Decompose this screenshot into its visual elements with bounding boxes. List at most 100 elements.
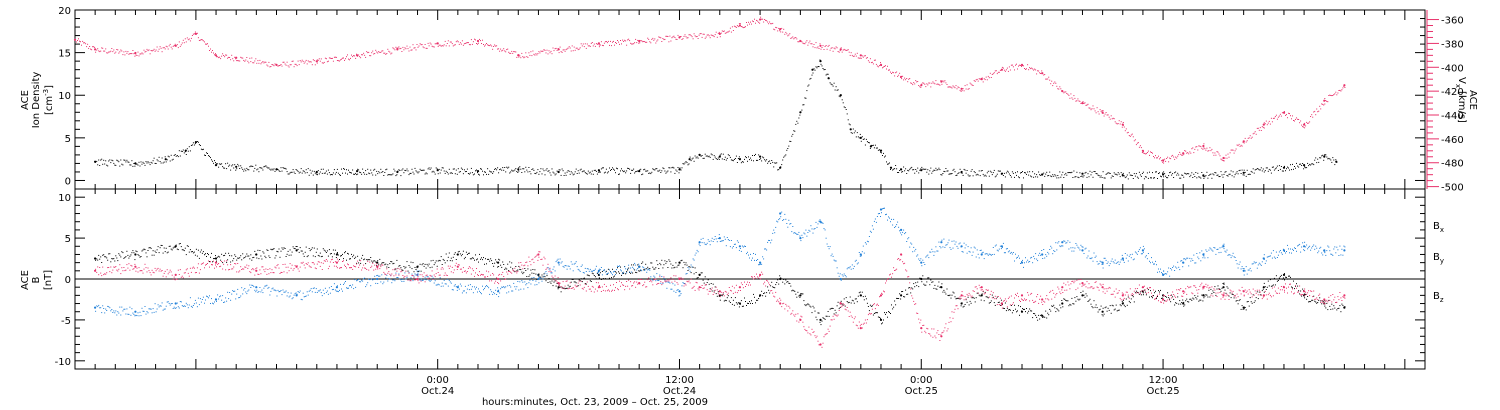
velocity-vx-series-sample — [844, 49, 846, 51]
velocity-vx-series-sample — [1315, 114, 1317, 116]
by-series-sample — [275, 290, 277, 292]
bx-series-sample — [913, 283, 915, 285]
velocity-vx-series-sample — [665, 35, 667, 37]
bx-series-sample — [440, 256, 442, 258]
bx-series-sample — [538, 275, 540, 277]
bx-series-sample — [150, 247, 152, 249]
velocity-vx-series-sample — [593, 43, 595, 45]
by-series-sample — [352, 284, 354, 286]
bx-series-sample — [842, 304, 844, 306]
by-series-sample — [914, 250, 916, 252]
ion-density-series-sample — [411, 168, 413, 170]
ion-density-series-sample — [321, 172, 323, 174]
velocity-vx-series-sample — [272, 64, 274, 66]
ion-density-series-sample — [1020, 172, 1021, 174]
ion-density-series-sample — [785, 154, 787, 156]
ion-density-series-sample — [951, 173, 953, 174]
bx-series-sample — [530, 269, 532, 271]
by-series-sample — [748, 254, 749, 256]
velocity-vx-series-sample — [979, 78, 981, 80]
ion-density-series-sample — [1095, 173, 1097, 174]
velocity-vx-series-sample — [1001, 66, 1003, 68]
by-series-point — [678, 290, 681, 293]
bx-series-sample — [99, 258, 101, 260]
velocity-vx-series-sample — [960, 90, 962, 92]
ion-density-series-sample — [213, 162, 214, 164]
bx-series-sample — [1030, 310, 1032, 312]
bx-series-point — [376, 261, 379, 264]
by-series-sample — [831, 253, 833, 255]
ion-density-series-sample — [230, 169, 232, 171]
bx-series-sample — [1135, 290, 1137, 292]
ion-density-series-sample — [394, 170, 396, 172]
by-series-sample — [805, 229, 807, 231]
velocity-vx-series-sample — [571, 45, 573, 47]
by-series-sample — [387, 280, 389, 282]
ion-density-series-sample — [1216, 174, 1218, 176]
velocity-vx-series-sample — [1021, 65, 1022, 67]
bx-series-sample — [535, 273, 537, 275]
ion-density-series-sample — [309, 169, 311, 171]
bx-series-sample — [1104, 307, 1106, 309]
ion-density-series-sample — [337, 172, 339, 174]
ion-density-series-sample — [350, 172, 351, 174]
bx-series-sample — [578, 279, 580, 281]
ion-density-series-sample — [1015, 172, 1016, 174]
by-series-sample — [357, 279, 359, 281]
bx-series-sample — [210, 256, 211, 258]
velocity-vx-series-sample — [904, 77, 906, 79]
bx-series-sample — [824, 318, 826, 320]
by-series-sample — [799, 235, 801, 237]
by-series-sample — [114, 312, 116, 314]
by-series-sample — [683, 283, 685, 284]
ion-density-series-sample — [753, 160, 754, 162]
ion-density-series-sample — [1161, 176, 1162, 178]
by-series-sample — [843, 273, 845, 275]
bx-series-sample — [277, 251, 279, 253]
by-series-sample — [286, 295, 288, 297]
velocity-vx-series-sample — [1250, 137, 1252, 139]
bx-series-sample — [536, 279, 538, 280]
velocity-vx-series-sample — [927, 84, 929, 86]
velocity-vx-series-sample — [285, 64, 287, 66]
bx-series-sample — [724, 299, 726, 301]
velocity-vx-series-sample — [1166, 158, 1168, 159]
ion-density-series-sample — [312, 174, 314, 176]
bx-series-sample — [816, 319, 818, 321]
ion-density-series-sample — [1277, 170, 1279, 171]
ion-density-series-sample — [1131, 175, 1133, 176]
ion-density-series-sample — [1287, 166, 1288, 168]
ion-density-series-sample — [639, 169, 641, 171]
velocity-vx-series-sample — [698, 34, 700, 36]
velocity-vx-series-sample — [300, 61, 302, 63]
ion-density-series-sample — [483, 174, 484, 176]
bx-series-sample — [359, 259, 361, 261]
bx-series-sample — [797, 291, 799, 293]
by-series-sample — [594, 268, 596, 270]
velocity-vx-series-sample — [916, 81, 918, 83]
bx-series-sample — [271, 249, 273, 251]
by-series-sample — [325, 291, 327, 293]
bx-series-sample — [298, 251, 300, 253]
bx-series-sample — [775, 284, 777, 286]
bx-series-sample — [686, 264, 688, 266]
by-series-sample — [263, 287, 265, 289]
by-series-point — [839, 277, 842, 281]
ion-density-series-sample — [1132, 178, 1134, 179]
ion-density-series-sample — [796, 120, 798, 122]
ion-density-series-sample — [192, 142, 194, 144]
ion-density-series-sample — [325, 170, 327, 172]
bx-series-point — [335, 253, 338, 256]
ion-density-series-sample — [242, 168, 244, 170]
bx-series-sample — [1301, 295, 1303, 297]
velocity-vx-series-sample — [356, 53, 358, 55]
ion-density-series-sample — [721, 158, 723, 160]
by-series-sample — [447, 285, 449, 287]
bx-series-sample — [986, 296, 988, 298]
bx-series-sample — [180, 246, 182, 248]
velocity-vx-series-sample — [1005, 69, 1007, 71]
b-tick-label: -5 — [61, 316, 71, 327]
ion-density-series-sample — [422, 169, 424, 171]
velocity-vx-series-sample — [1106, 114, 1108, 116]
velocity-vx-series-sample — [733, 25, 735, 27]
